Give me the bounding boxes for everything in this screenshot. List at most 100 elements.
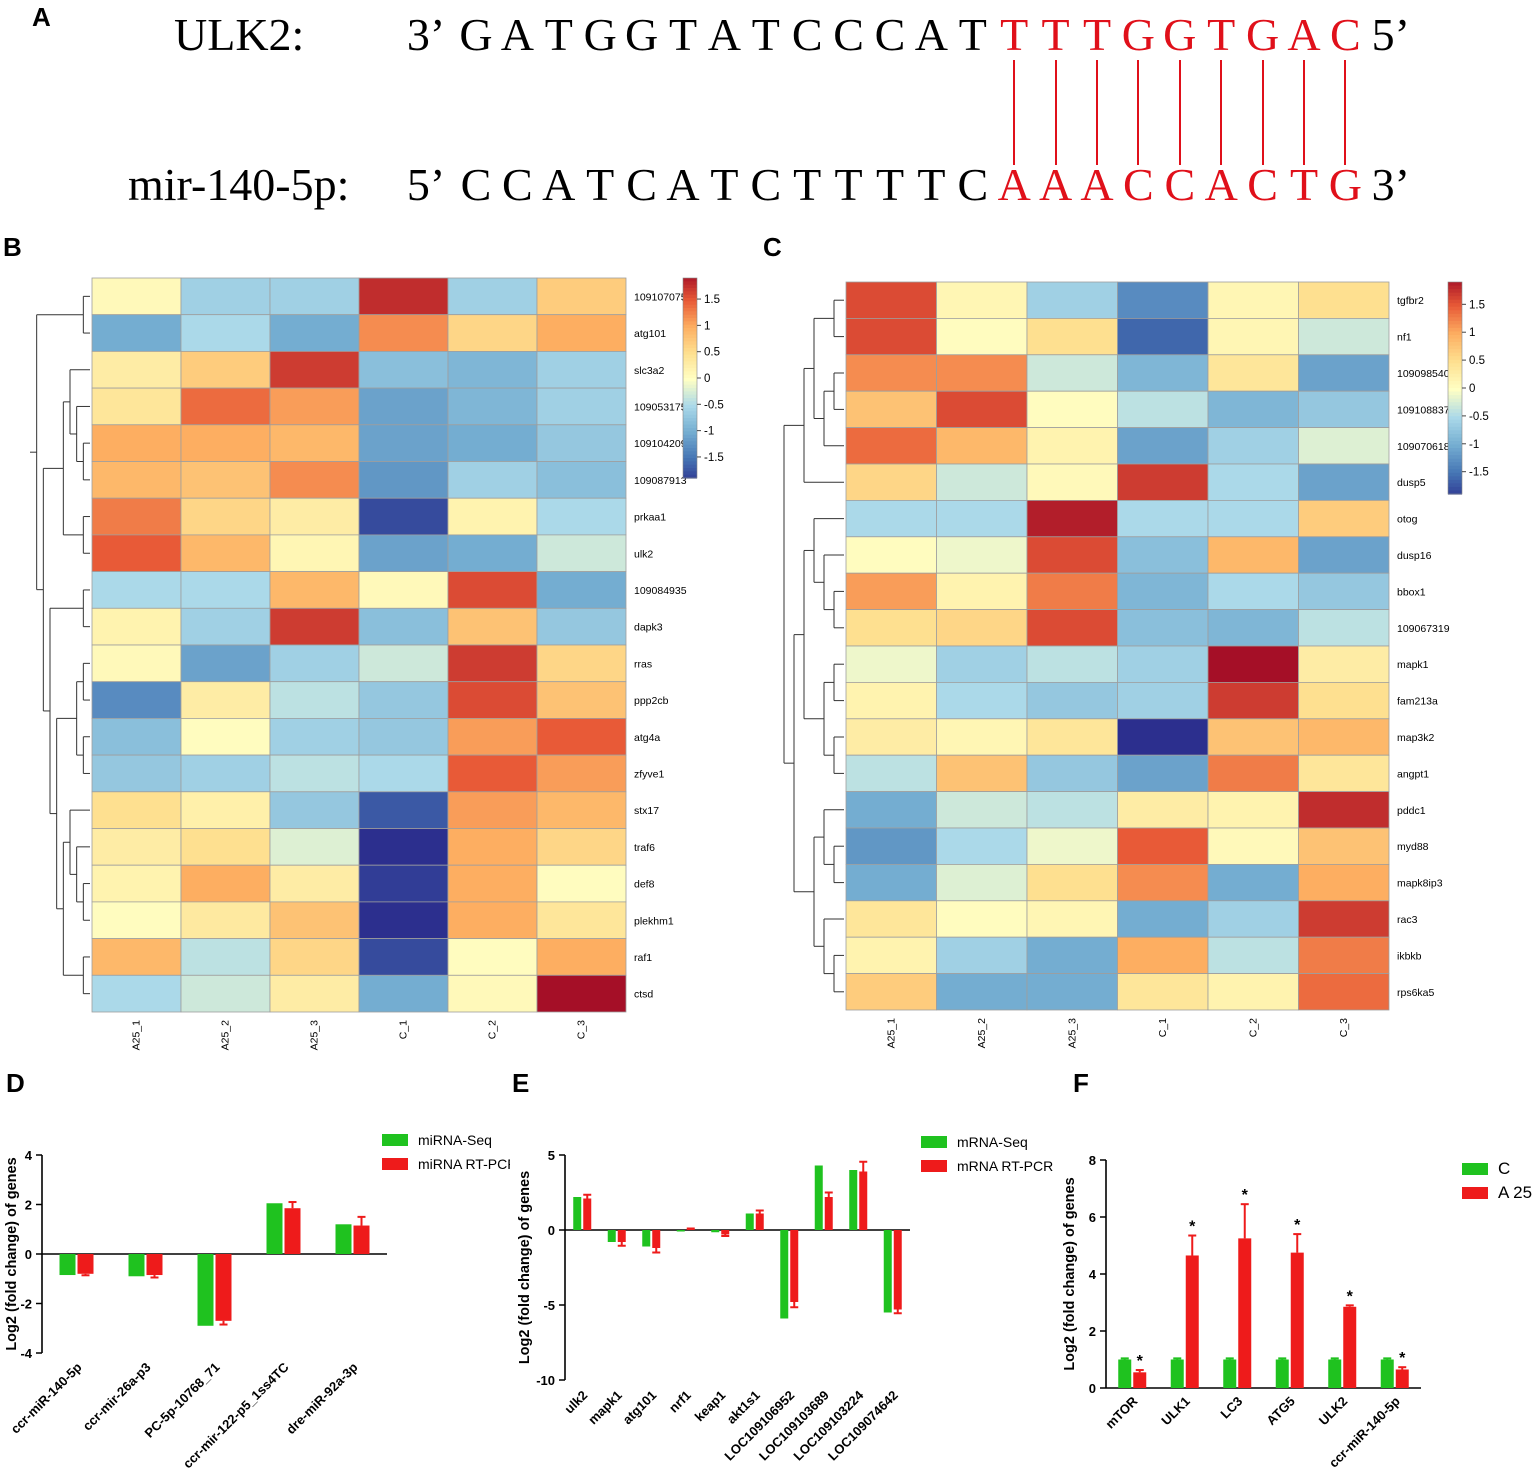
- heatmap-cell: [269, 607, 360, 646]
- heatmap-cell: [1026, 572, 1118, 611]
- base: C: [957, 159, 989, 210]
- heatmap-cell: [91, 938, 182, 976]
- heatmap-cell: [269, 497, 360, 536]
- bar: [146, 1254, 163, 1276]
- heatmap-column-label: C_2: [1247, 1018, 1259, 1037]
- heatmap-cell: [1026, 354, 1118, 392]
- bar: [721, 1230, 730, 1235]
- heatmap-cell: [1117, 427, 1209, 465]
- paired-base: G: [1328, 159, 1362, 210]
- bar: [1328, 1359, 1342, 1388]
- base: A: [914, 9, 948, 60]
- heatmap-cell: [1117, 681, 1209, 720]
- heatmap-cell: [1298, 354, 1390, 392]
- base: C: [833, 9, 864, 60]
- y-tick-label: 4: [1089, 1267, 1097, 1282]
- heatmap-cell: [91, 314, 182, 352]
- bar: [617, 1230, 626, 1242]
- heatmap-cell: [936, 281, 1028, 319]
- legend-swatch: [1462, 1163, 1488, 1175]
- bar: [197, 1254, 214, 1326]
- base: C: [626, 159, 657, 210]
- colorbar-segment: [1448, 313, 1462, 318]
- base: A: [542, 159, 576, 210]
- heatmap-cell: [180, 607, 271, 646]
- colorbar-segment: [1448, 349, 1462, 354]
- colorbar-segment: [683, 438, 697, 442]
- colorbar-tick-label: 1: [704, 320, 710, 332]
- heatmap-cell: [1207, 864, 1299, 902]
- heatmap-cell: [536, 901, 627, 940]
- colorbar-segment: [1448, 345, 1462, 350]
- colorbar-segment: [683, 358, 697, 362]
- bar: [353, 1225, 370, 1254]
- x-tick-label: ULK1: [1158, 1394, 1193, 1429]
- heatmap-cell: [1207, 499, 1299, 538]
- base-pair-line: [1303, 60, 1305, 165]
- panel-label-e: E: [512, 1068, 530, 1098]
- heatmap-column-label: C_1: [398, 1020, 410, 1039]
- sequence-alignment-panel: ULK2: mir-140-5p: 3’ G A T G G T A T C C C A T T T T G G T G…: [0, 0, 1535, 225]
- colorbar-segment: [683, 351, 697, 356]
- bar: [266, 1203, 283, 1254]
- heatmap-row-label: zfyve1: [634, 768, 665, 780]
- colorbar-tick-label: 0.5: [1469, 355, 1485, 367]
- heatmap-cell: [180, 351, 271, 389]
- heatmap-column-label: A25_2: [976, 1018, 988, 1049]
- heatmap-cell: [536, 938, 627, 976]
- colorbar-segment: [1448, 310, 1462, 315]
- heatmap-cell: [269, 571, 360, 609]
- heatmap-cell: [1117, 390, 1209, 428]
- y-axis-label: Log2 (fold change) of genes: [517, 1171, 533, 1364]
- colorbar-segment: [683, 441, 697, 446]
- heatmap-b: 109107075 atg101 slc3a2 109053175 109104209 1…: [30, 277, 724, 1050]
- legend-label: A 25: [1498, 1183, 1532, 1202]
- bar: [849, 1170, 858, 1230]
- heatmap-cell: [936, 572, 1028, 611]
- colorbar-segment: [683, 338, 697, 342]
- paired-base: A: [1204, 159, 1238, 210]
- heatmap-row-label: dusp5: [1397, 477, 1426, 489]
- colorbar-tick-label: -1: [704, 426, 714, 438]
- colorbar-segment: [683, 444, 697, 449]
- heatmap-cell: [1026, 900, 1118, 938]
- heatmap-column-label: C_3: [576, 1020, 588, 1039]
- heatmap-cell: [269, 828, 360, 866]
- base: T: [586, 159, 615, 210]
- heatmap-cell: [1207, 791, 1299, 829]
- paired-base: A: [997, 159, 1031, 210]
- colorbar-segment: [683, 301, 697, 306]
- colorbar-segment: [683, 434, 697, 439]
- colorbar-segment: [683, 354, 697, 359]
- heatmap-row-label: 109070618: [1397, 441, 1450, 453]
- colorbar-segment: [683, 364, 697, 369]
- heatmap-cell: [91, 864, 182, 903]
- heatmap-row-label: rps6ka5: [1397, 987, 1435, 999]
- y-tick-label: -4: [20, 1346, 32, 1361]
- heatmap-cell: [1207, 536, 1299, 574]
- colorbar-segment: [1448, 398, 1462, 403]
- heatmap-row-label: plekhm1: [634, 915, 674, 927]
- colorbar-segment: [683, 278, 697, 282]
- paired-base: G: [1245, 9, 1280, 60]
- heatmap-cell: [845, 718, 937, 756]
- heatmap-cell: [536, 974, 627, 1013]
- heatmap-cell: [936, 318, 1028, 356]
- colorbar-segment: [683, 324, 697, 329]
- base: T: [751, 9, 780, 60]
- heatmap-cell: [936, 791, 1028, 829]
- colorbar-segment: [683, 348, 697, 352]
- colorbar-segment: [1448, 479, 1462, 484]
- y-tick-label: -10: [536, 1373, 555, 1388]
- colorbar-segment: [1448, 490, 1462, 495]
- base: C: [750, 159, 782, 210]
- y-tick-label: 2: [25, 1198, 32, 1213]
- heatmap-cell: [447, 534, 538, 572]
- paired-base: C: [1330, 9, 1361, 60]
- bar: [780, 1230, 789, 1319]
- bar: [1395, 1369, 1409, 1388]
- colorbar-segment: [1448, 296, 1462, 301]
- heatmap-row-label: 109098540: [1397, 368, 1450, 380]
- heatmap-cell: [91, 351, 182, 389]
- legend-swatch: [921, 1136, 947, 1148]
